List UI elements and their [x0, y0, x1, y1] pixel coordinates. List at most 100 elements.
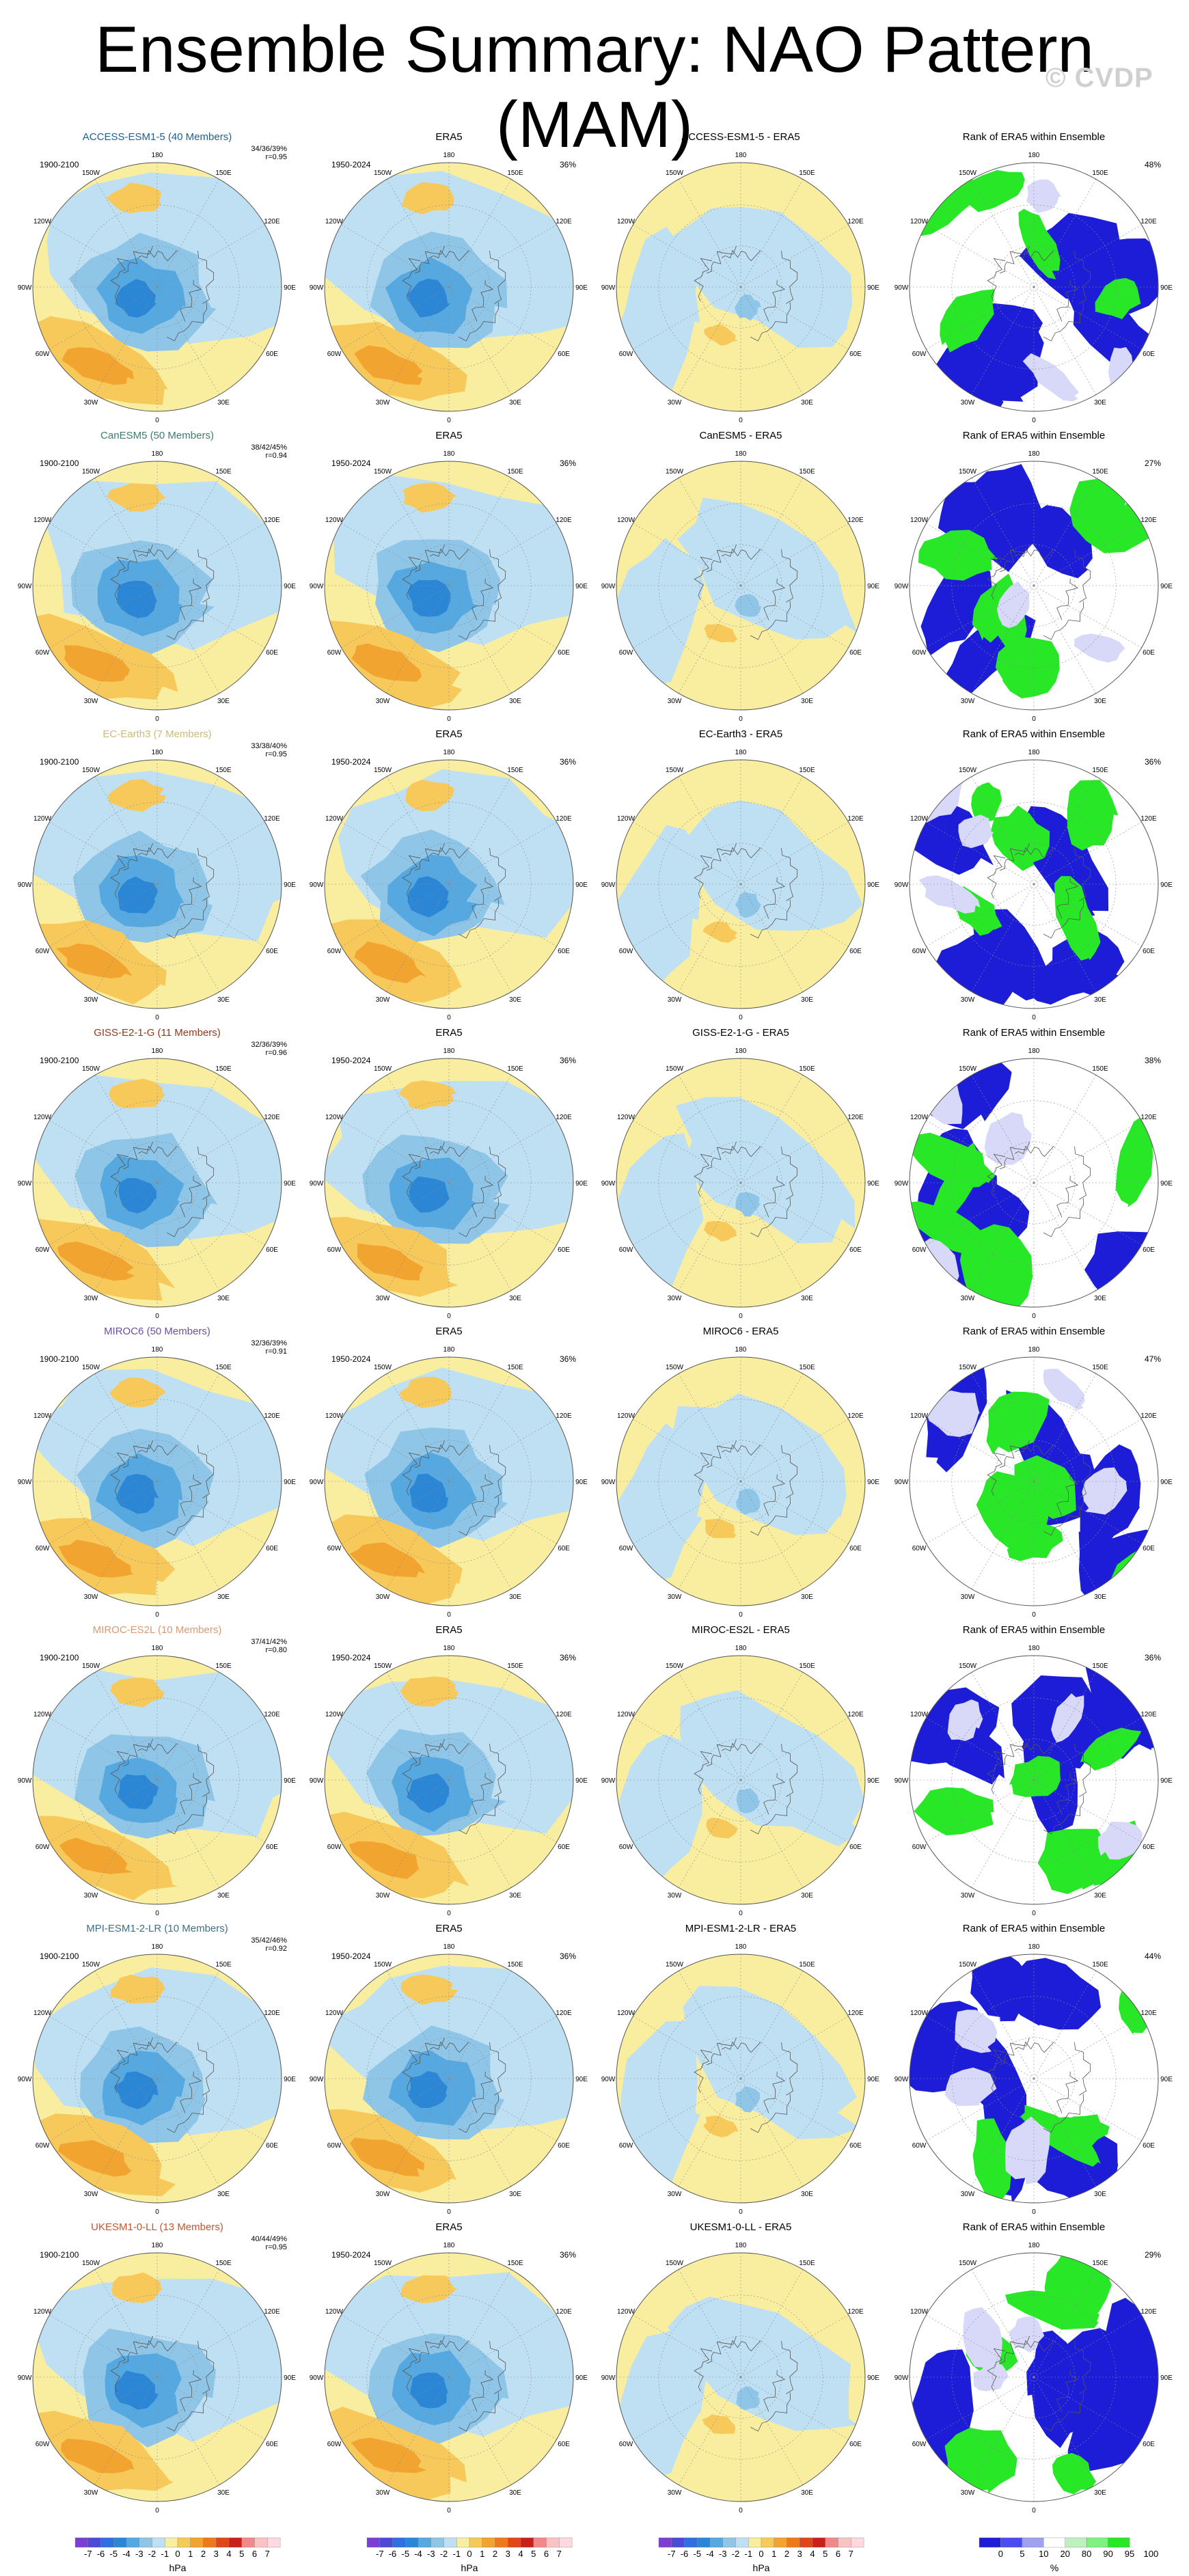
lon-tick-label: 150W [374, 1662, 392, 1670]
explained-variance: 36% [559, 160, 576, 169]
lon-tick-label: 90W [310, 881, 324, 889]
lon-tick-label: 60W [36, 948, 50, 955]
lon-tick-label: 180 [1028, 450, 1040, 458]
graticule [33, 1954, 282, 2203]
lon-tick-label: 180 [152, 1645, 163, 1652]
lon-tick-label: 60W [912, 1844, 927, 1851]
lon-tick-label: 60W [619, 649, 633, 657]
coastline [110, 246, 215, 342]
lon-tick-label: 120W [617, 218, 636, 225]
map-panel-rank: 180 150W 120W 90W 60W 30W 0 30E 60E 90E 120E 150E Ra… [890, 1027, 1177, 1321]
lon-tick-label: 60W [327, 351, 342, 358]
map-panel-diff: 180 150W 120W 90W 60W 30W 0 30E 60E 90E 120E 150E EC… [597, 728, 884, 1022]
lon-tick-label: 180 [443, 1943, 455, 1951]
positive-anomaly [354, 345, 423, 385]
lon-tick-label: 30W [668, 399, 682, 407]
lon-tick-label: 90E [575, 2374, 588, 2382]
negative-anomaly [616, 227, 701, 390]
lon-tick-label: 60E [266, 351, 278, 358]
colorbar-swatch [228, 2537, 242, 2548]
lon-tick-label: 0 [1032, 715, 1036, 723]
colorbar-svg: -7 -6 -5 -4 -3 -2 -1 0 1 2 3 4 5 6 7 [658, 2537, 864, 2559]
negative-anomaly [736, 1787, 761, 1813]
lon-tick-label: 150W [666, 767, 684, 774]
rank-percent: 29% [1144, 2250, 1161, 2260]
rank-mid-region [1004, 2116, 1050, 2184]
panel-title: ERA5 [435, 728, 463, 740]
lon-tick-label: 30E [801, 996, 813, 1004]
colorbar-tick-label: -3 [427, 2549, 435, 2559]
coastline [110, 1440, 215, 1536]
lon-tick-label: 180 [152, 450, 163, 458]
lon-tick-label: 150W [666, 1364, 684, 1371]
positive-anomaly [108, 1078, 166, 1109]
lon-tick-label: 90E [1160, 284, 1173, 292]
positive-anomaly [62, 347, 134, 385]
lon-tick-label: 90E [867, 2076, 879, 2083]
map-field [910, 1357, 1158, 1606]
lon-tick-label: 150E [215, 767, 232, 774]
colorbar-swatch [430, 2537, 444, 2548]
map-field [325, 2253, 573, 2502]
map-border [909, 1954, 1159, 2204]
positive-anomaly [56, 943, 133, 978]
colorbar-swatch [851, 2537, 864, 2548]
positive-anomaly [107, 779, 167, 812]
lon-tick-label: 90W [601, 881, 616, 889]
map-border [32, 1655, 282, 1905]
colorbar-tick-label: 7 [849, 2549, 853, 2559]
map-svg: 180 150W 120W 90W 60W 30W 0 30E 60E 90E 120E 150E [310, 1645, 588, 1917]
lon-tick-label: 90E [575, 583, 588, 590]
panel-title: CanESM5 (50 Members) [100, 430, 214, 441]
rank-percent: 36% [1144, 1653, 1161, 1662]
lon-tick-label: 60W [327, 2441, 342, 2448]
graticule [910, 163, 1158, 411]
lon-tick-label: 120E [1140, 1412, 1157, 1420]
lon-tick-label: 30E [509, 1892, 521, 1900]
coastline [987, 843, 1091, 939]
lon-tick-label: 180 [152, 1047, 163, 1055]
lon-tick-label: 0 [155, 2507, 159, 2515]
lon-tick-label: 90W [18, 583, 32, 590]
lon-tick-label: 60E [849, 649, 862, 657]
colorbar-swatch [559, 2537, 573, 2548]
lon-tick-label: 150W [82, 468, 100, 476]
negative-anomaly [616, 1423, 706, 1591]
coastline [110, 843, 215, 939]
map-panel-rank: 180 150W 120W 90W 60W 30W 0 30E 60E 90E 120E 150E Ra… [890, 728, 1177, 1022]
lon-tick-label: 120E [556, 2308, 572, 2316]
positive-anomaly [400, 1974, 459, 2005]
colorbar-swatch [1022, 2537, 1044, 2548]
lon-tick-label: 120E [1140, 517, 1157, 524]
map-border [32, 1058, 282, 1308]
lon-tick-label: 120E [1140, 2308, 1157, 2316]
lon-tick-label: 120W [910, 1114, 929, 1121]
lon-tick-label: 120E [1140, 2010, 1157, 2017]
colorbar-swatch [469, 2537, 482, 2548]
lon-tick-label: 90E [867, 583, 879, 590]
lon-tick-label: 150W [374, 1961, 392, 1969]
lon-tick-label: 0 [155, 1313, 159, 1320]
lon-tick-label: 120E [847, 1711, 864, 1718]
map-border [616, 1356, 866, 1606]
colorbar-tick-label: 10 [1039, 2549, 1048, 2559]
stats-pct: 37/41/42% [251, 1638, 287, 1646]
lon-tick-label: 120W [325, 1114, 344, 1121]
lon-tick-label: 60W [619, 351, 633, 358]
lon-tick-label: 60E [1143, 351, 1155, 358]
positive-anomaly [704, 1220, 737, 1242]
lon-tick-label: 150E [799, 1065, 815, 1073]
lon-tick-label: 30W [668, 1892, 682, 1900]
lon-tick-label: 30E [801, 698, 813, 705]
lon-tick-label: 30W [376, 1892, 390, 1900]
lon-tick-label: 0 [447, 1910, 451, 1917]
lon-tick-label: 30E [509, 2489, 521, 2497]
lon-tick-label: 180 [735, 450, 747, 458]
map-panel-obs: 180 150W 120W 90W 60W 30W 0 30E 60E 90E 120E 150E ER… [305, 1027, 592, 1321]
lon-tick-label: 120E [556, 1114, 572, 1121]
lon-tick-label: 150E [1092, 1065, 1108, 1073]
lon-tick-label: 120W [33, 218, 52, 225]
panel-title: Rank of ERA5 within Ensemble [962, 1923, 1106, 1934]
negative-anomaly [409, 1176, 450, 1213]
map-panel-model: 180 150W 120W 90W 60W 30W 0 30E 60E 90E 120E 150E AC… [14, 131, 301, 425]
